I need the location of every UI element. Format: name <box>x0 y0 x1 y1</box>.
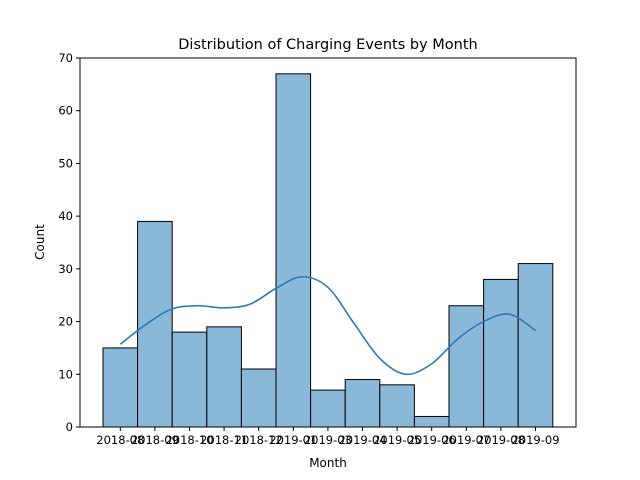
x-axis-label: Month <box>309 456 347 470</box>
bar-2019-03 <box>310 389 346 428</box>
x-tick-label-2018-12: 2018-12 <box>235 433 283 447</box>
x-tick-label-2018-08: 2018-08 <box>96 433 144 447</box>
y-axis-label: Count <box>33 224 47 260</box>
bar-2018-12 <box>240 368 277 428</box>
bar-2018-08 <box>102 347 139 428</box>
x-tick-label-2019-07: 2019-07 <box>442 433 490 447</box>
bar-2019-04 <box>344 379 381 428</box>
y-tick-label-70: 70 <box>58 51 73 65</box>
x-tick-label-2019-08: 2019-08 <box>477 433 525 447</box>
bar-2018-11 <box>206 326 242 428</box>
x-tick-label-2019-04: 2019-04 <box>338 433 386 447</box>
chart-title: Distribution of Charging Events by Month <box>178 37 477 53</box>
y-axis: 0 10 20 30 40 50 60 70 <box>58 51 80 434</box>
x-tick-label-2018-10: 2018-10 <box>165 433 213 447</box>
bar-2019-05 <box>379 384 415 428</box>
bar-2019-06 <box>413 415 450 428</box>
x-tick-label-2019-05: 2019-05 <box>373 433 421 447</box>
y-tick-label-0: 0 <box>66 420 73 434</box>
bar-2019-09 <box>517 263 554 428</box>
x-tick-label-2019-09: 2019-09 <box>511 433 559 447</box>
x-tick-label-2018-11: 2018-11 <box>200 433 248 447</box>
x-tick-label-2019-03: 2019-03 <box>304 433 352 447</box>
kde-curve <box>119 275 536 376</box>
x-axis: 2018-082018-092018-102018-112018-122019-… <box>96 427 560 447</box>
bar-2018-09 <box>137 220 173 428</box>
y-tick-label-30: 30 <box>58 262 73 276</box>
bars <box>102 73 554 428</box>
y-tick-label-20: 20 <box>58 315 73 329</box>
y-tick-label-10: 10 <box>58 367 73 381</box>
bar-2019-08 <box>483 278 519 428</box>
y-tick-label-50: 50 <box>58 156 73 170</box>
y-tick-label-40: 40 <box>58 209 73 223</box>
x-tick-label-2019-01: 2019-01 <box>269 433 317 447</box>
bar-2018-10 <box>171 331 208 428</box>
bar-2019-01 <box>275 73 312 428</box>
x-tick-label-2019-06: 2019-06 <box>408 433 456 447</box>
bar-2019-07 <box>448 305 485 428</box>
y-tick-label-60: 60 <box>58 104 73 118</box>
x-tick-label-2018-09: 2018-09 <box>131 433 179 447</box>
